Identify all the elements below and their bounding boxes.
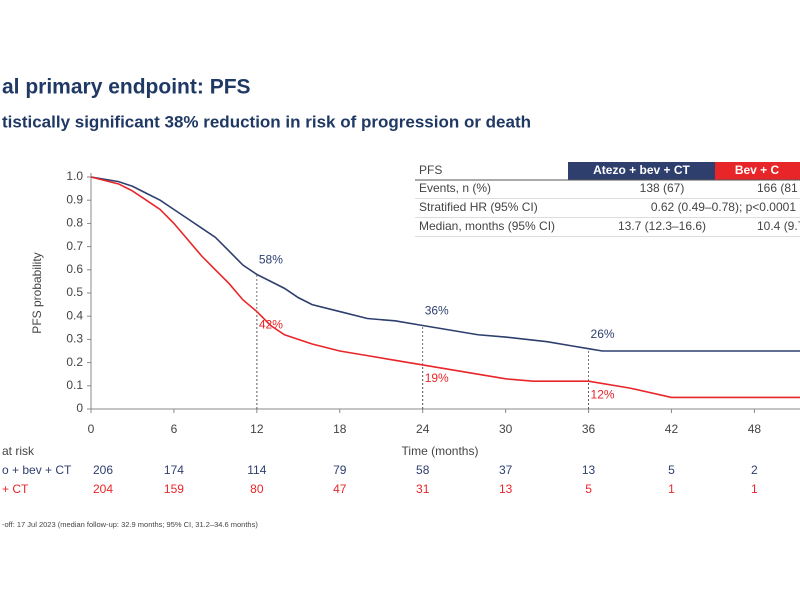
table-cell: 0.62 (0.49–0.78); p<0.0001 bbox=[651, 200, 796, 214]
x-tick-label: 36 bbox=[582, 422, 596, 436]
landmark-label: 58% bbox=[259, 253, 283, 267]
table-header-cell bbox=[568, 162, 715, 180]
footnote: -off: 17 Jul 2023 (median follow-up: 32.… bbox=[2, 520, 258, 529]
landmark-label: 26% bbox=[591, 327, 615, 341]
chart-subtitle: tistically significant 38% reduction in … bbox=[2, 112, 531, 131]
at-risk-count: 31 bbox=[416, 482, 430, 496]
table-header-label: Bev + C bbox=[735, 163, 780, 177]
table-header: PFS bbox=[419, 163, 442, 177]
at-risk-count: 5 bbox=[585, 482, 592, 496]
at-risk-title: at risk bbox=[2, 444, 35, 458]
at-risk-count: 206 bbox=[93, 463, 113, 477]
at-risk-count: 79 bbox=[333, 463, 347, 477]
y-tick-label: 0.2 bbox=[66, 355, 83, 369]
table-header-cell bbox=[715, 162, 800, 180]
x-tick-label: 18 bbox=[333, 422, 347, 436]
x-tick-label: 48 bbox=[748, 422, 762, 436]
at-risk-count: 80 bbox=[250, 482, 264, 496]
at-risk-count: 204 bbox=[93, 482, 113, 496]
y-tick-label: 0 bbox=[76, 401, 83, 415]
x-tick-label: 24 bbox=[416, 422, 430, 436]
y-tick-label: 0.6 bbox=[66, 262, 83, 276]
table-cell: 10.4 (9.7–1 bbox=[757, 219, 800, 233]
at-risk-count: 1 bbox=[668, 482, 675, 496]
y-tick-label: 0.7 bbox=[66, 239, 83, 253]
table-cell: 166 (81 bbox=[757, 181, 798, 195]
x-tick-label: 30 bbox=[499, 422, 513, 436]
table-header-label: Atezo + bev + CT bbox=[593, 163, 690, 177]
survival-curve bbox=[90, 176, 800, 399]
at-risk-count: 58 bbox=[416, 463, 430, 477]
chart-title: al primary endpoint: PFS bbox=[2, 76, 251, 99]
y-tick-label: 0.1 bbox=[66, 378, 83, 392]
table-cell: Median, months (95% CI) bbox=[419, 219, 555, 233]
at-risk-count: 174 bbox=[164, 463, 184, 477]
x-axis-label: Time (months) bbox=[402, 444, 479, 458]
at-risk-count: 47 bbox=[333, 482, 347, 496]
at-risk-count: 5 bbox=[668, 463, 675, 477]
at-risk-count: 13 bbox=[499, 482, 513, 496]
y-tick-label: 0.3 bbox=[66, 332, 83, 346]
table-cell: 138 (67) bbox=[640, 181, 685, 195]
landmark-label: 12% bbox=[591, 387, 615, 401]
x-tick-label: 0 bbox=[88, 422, 95, 436]
landmark-label: 19% bbox=[425, 371, 449, 385]
survival-curve bbox=[90, 176, 800, 352]
at-risk-label: o + bev + CT bbox=[2, 463, 72, 477]
y-tick-label: 1.0 bbox=[66, 169, 83, 183]
x-tick-label: 12 bbox=[250, 422, 264, 436]
y-tick-label: 0.8 bbox=[66, 216, 83, 230]
landmark-label: 42% bbox=[259, 318, 283, 332]
table-cell: Events, n (%) bbox=[419, 181, 491, 195]
at-risk-count: 37 bbox=[499, 463, 513, 477]
at-risk-label: + CT bbox=[2, 482, 29, 496]
table-cell: Stratified HR (95% CI) bbox=[419, 200, 538, 214]
at-risk-count: 2 bbox=[751, 463, 758, 477]
y-axis-label: PFS probability bbox=[30, 252, 44, 333]
y-tick-label: 0.4 bbox=[66, 308, 83, 322]
x-tick-label: 6 bbox=[171, 422, 178, 436]
table-cell: 13.7 (12.3–16.6) bbox=[618, 219, 706, 233]
y-tick-label: 0.5 bbox=[66, 285, 83, 299]
y-tick-label: 0.9 bbox=[66, 192, 83, 206]
landmark-label: 36% bbox=[425, 304, 449, 318]
x-tick-label: 42 bbox=[665, 422, 679, 436]
at-risk-count: 1 bbox=[751, 482, 758, 496]
at-risk-count: 114 bbox=[247, 463, 266, 477]
at-risk-count: 13 bbox=[582, 463, 596, 477]
at-risk-count: 159 bbox=[164, 482, 184, 496]
